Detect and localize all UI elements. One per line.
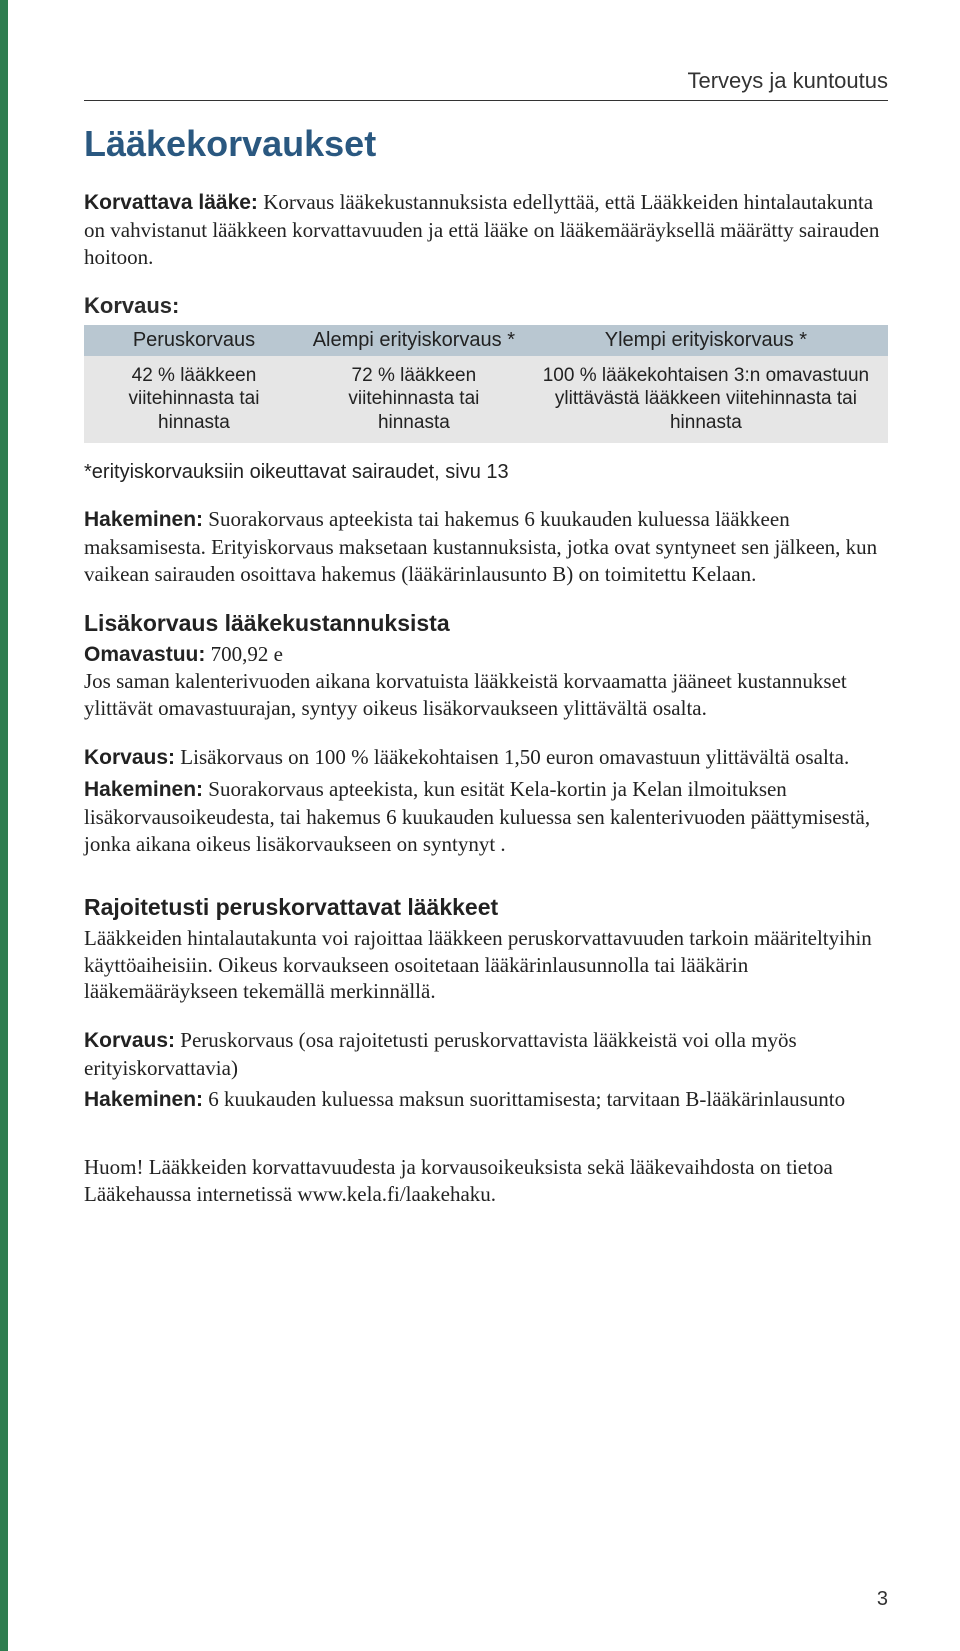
korvaus2-text: Lisäkorvaus on 100 % lääkekohtaisen 1,50… (175, 745, 849, 769)
rajoitetut-heading: Rajoitetusti peruskorvattavat lääkkeet (84, 894, 888, 921)
korvaus-3: Korvaus: Peruskorvaus (osa rajoitetusti … (84, 1027, 888, 1082)
table-row: 42 % lääkkeen viitehinnasta tai hinnasta… (84, 356, 888, 443)
rajoitetut-body: Lääkkeiden hintalautakunta voi rajoittaa… (84, 925, 888, 1006)
page-content: Terveys ja kuntoutus Lääkekorvaukset Kor… (0, 0, 960, 1270)
hakeminen1-text: Suorakorvaus apteekista tai hakemus 6 ku… (84, 507, 877, 586)
lisakorvaus-body: Omavastuu: 700,92 e Jos saman kalenteriv… (84, 641, 888, 723)
page-number: 3 (877, 1588, 888, 1611)
lisakorvaus-heading: Lisäkorvaus lääkekustannuksista (84, 610, 888, 637)
accent-bar (0, 0, 8, 1651)
table-header: Alempi erityiskorvaus * (304, 325, 524, 356)
korvaus3-text: Peruskorvaus (osa rajoitetusti peruskorv… (84, 1028, 797, 1080)
intro-paragraph: Korvattava lääke: Korvaus lääkekustannuk… (84, 189, 888, 271)
table-header: Ylempi erityiskorvaus * (524, 325, 888, 356)
table-header-row: Peruskorvaus Alempi erityiskorvaus * Yle… (84, 325, 888, 356)
hakeminen-2: Hakeminen: Suorakorvaus apteekista, kun … (84, 776, 888, 858)
omavastuu-val: 700,92 e (205, 642, 283, 666)
header-row: Terveys ja kuntoutus (84, 68, 888, 101)
korvaus2-lead: Korvaus: (84, 746, 175, 769)
hakeminen-1: Hakeminen: Suorakorvaus apteekista tai h… (84, 506, 888, 588)
hakeminen3-lead: Hakeminen: (84, 1088, 203, 1111)
hakeminen1-lead: Hakeminen: (84, 508, 203, 531)
page-title: Lääkekorvaukset (84, 123, 888, 165)
intro-lead: Korvattava lääke: (84, 191, 258, 214)
table-cell: 100 % lääkekohtaisen 3:n omavastuun ylit… (524, 356, 888, 443)
korvaus-label: Korvaus: (84, 293, 888, 319)
hakeminen3-text: 6 kuukauden kuluessa maksun suorittamise… (203, 1087, 845, 1111)
korvaus-2: Korvaus: Lisäkorvaus on 100 % lääkekohta… (84, 744, 888, 772)
lisakorvaus-text: Jos saman kalenterivuoden aikana korvatu… (84, 669, 847, 720)
korvaus-table: Peruskorvaus Alempi erityiskorvaus * Yle… (84, 325, 888, 443)
table-cell: 42 % lääkkeen viitehinnasta tai hinnasta (84, 356, 304, 443)
table-footnote: *erityiskorvauksiin oikeuttavat sairaude… (84, 461, 888, 484)
table-cell: 72 % lääkkeen viitehinnasta tai hinnasta (304, 356, 524, 443)
korvaus3-lead: Korvaus: (84, 1029, 175, 1052)
hakeminen2-lead: Hakeminen: (84, 778, 203, 801)
table-header: Peruskorvaus (84, 325, 304, 356)
omavastuu-lead: Omavastuu: (84, 643, 205, 666)
huom-paragraph: Huom! Lääkkeiden korvattavuudesta ja kor… (84, 1154, 888, 1208)
category-label: Terveys ja kuntoutus (687, 68, 888, 94)
hakeminen-3: Hakeminen: 6 kuukauden kuluessa maksun s… (84, 1086, 888, 1114)
